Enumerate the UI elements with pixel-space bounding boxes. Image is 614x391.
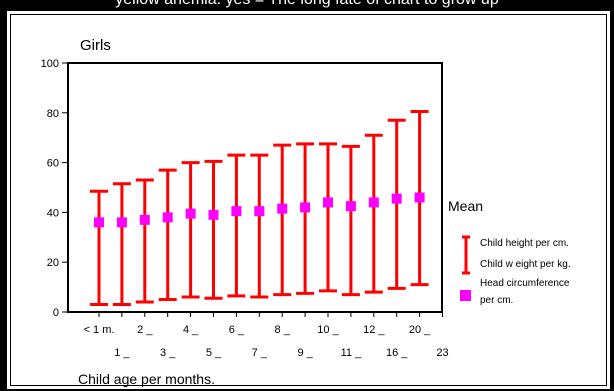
mean-point <box>323 197 333 208</box>
mean-point <box>391 193 402 204</box>
mean-point <box>162 212 173 223</box>
x-tick-label: 5 _ <box>206 347 222 359</box>
legend-label-head-unit: per cm. <box>480 295 513 306</box>
y-tick-label: 0 <box>53 307 59 319</box>
x-tick-label: 20 _ <box>409 324 431 336</box>
top-caption: yellow anemia: yes = The long fate of ch… <box>0 0 614 9</box>
mean-point <box>94 217 104 228</box>
legend-title: Mean <box>448 198 483 214</box>
y-tick-label: 40 <box>47 207 59 219</box>
chart-svg: Girls 0 20 40 60 80 100 < 1 m. 1 _ 2 _ 3 _ 4 _ 5 _… <box>41 37 571 359</box>
mean-point <box>414 192 425 203</box>
x-tick-label: 4 _ <box>183 324 199 336</box>
x-tick-label: 3 _ <box>160 347 176 359</box>
chart-title: Girls <box>80 37 111 54</box>
x-tick-label: 9 _ <box>297 347 313 359</box>
x-tick-label: 23 <box>436 347 448 359</box>
legend-label-height: Child height per cm. <box>480 238 569 249</box>
mean-point <box>208 209 219 220</box>
chart-card: Girls 0 20 40 60 80 100 < 1 m. 1 _ 2 _ 3 _ 4 _ 5 _… <box>7 11 610 389</box>
plot-frame <box>67 62 443 313</box>
mean-point <box>185 208 196 219</box>
x-tick-label: 1 _ <box>114 347 130 359</box>
x-tick-label: 8 _ <box>275 324 291 336</box>
y-tick-label: 60 <box>47 158 59 170</box>
chart-border <box>10 14 607 386</box>
x-tick-label: 12 _ <box>363 324 385 336</box>
x-tick-label: 16 _ <box>386 347 408 359</box>
y-tick-label: 20 <box>47 257 59 269</box>
y-tick-label: 80 <box>47 108 59 120</box>
mean-point <box>345 201 356 212</box>
x-tick-label: 11 _ <box>341 347 362 359</box>
x-tick-label: 2 _ <box>137 324 153 336</box>
x-tick-label: 7 _ <box>252 347 268 359</box>
legend-label-head: Head circumference <box>480 278 570 289</box>
y-tick-label: 100 <box>41 58 59 70</box>
mean-point <box>300 202 311 213</box>
mean-point <box>277 203 288 214</box>
mean-point <box>231 206 242 217</box>
x-tick-label: 10 _ <box>317 324 339 336</box>
legend-label-weight: Child w eight per kg. <box>480 259 571 270</box>
x-tick-label: 6 _ <box>229 324 245 336</box>
mean-point <box>368 197 379 208</box>
mean-point <box>139 214 150 225</box>
x-tick-label: < 1 m. <box>84 324 115 336</box>
x-axis-title: Child age per months. <box>78 371 215 387</box>
legend-point-symbol <box>460 290 471 301</box>
mean-point <box>254 206 265 217</box>
mean-point <box>116 217 127 228</box>
